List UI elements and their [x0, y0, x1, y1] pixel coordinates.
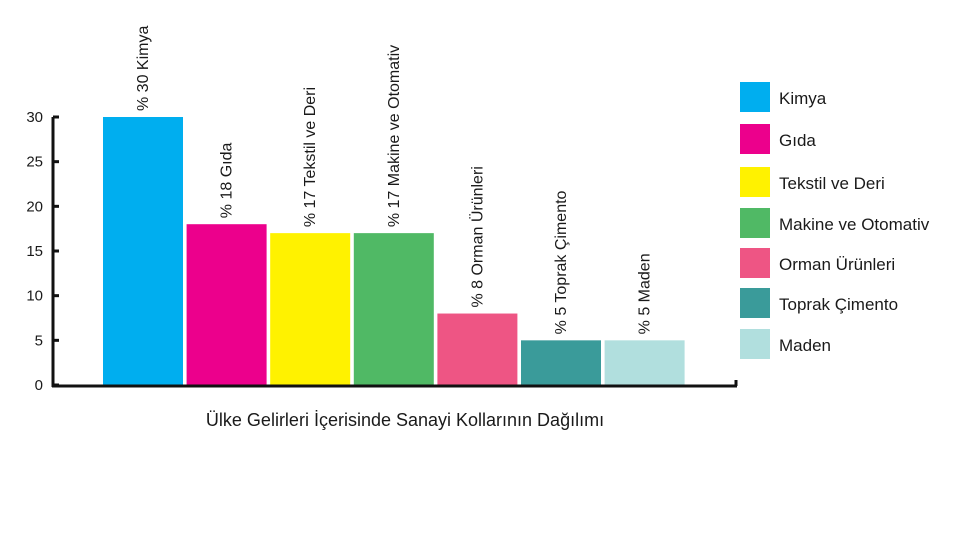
legend-label: Makine ve Otomativ — [779, 215, 930, 234]
legend-swatch — [740, 167, 770, 197]
legend: Kimya Gıda Tekstil ve Deri Makine ve Otomat… — [740, 82, 930, 359]
bar-label: % 8 Orman Ürünleri — [468, 166, 486, 307]
legend-label: Tekstil ve Deri — [779, 174, 885, 193]
y-tick-label: 25 — [26, 154, 43, 171]
bar — [270, 233, 351, 385]
bar — [186, 224, 267, 385]
y-tick-label: 30 — [26, 109, 43, 126]
legend-swatch — [740, 248, 770, 278]
bar — [437, 313, 518, 385]
legend-label: Gıda — [779, 131, 816, 150]
legend-swatch — [740, 124, 770, 154]
bar-label: % 18 Gıda — [219, 142, 236, 218]
y-tick-label: 0 — [35, 377, 43, 394]
bar — [604, 340, 685, 385]
legend-swatch — [740, 82, 770, 112]
bar-label: % 17 Tekstil ve Deri — [302, 87, 319, 227]
bar-label: % 17 Makine ve Otomativ — [386, 45, 403, 227]
bar-label: % 5 Maden — [637, 253, 654, 334]
bar — [521, 340, 601, 385]
bar-label: % 30 Kimya — [135, 26, 152, 111]
legend-label: Orman Ürünleri — [779, 255, 895, 274]
y-tick-label: 15 — [26, 243, 43, 260]
y-tick-label: 10 — [26, 288, 43, 305]
legend-label: Kimya — [779, 89, 827, 108]
y-tick-label: 20 — [26, 198, 43, 215]
bar — [103, 117, 183, 385]
y-ticks-group: 0 5 10 15 20 25 30 — [26, 109, 59, 394]
legend-label: Toprak Çimento — [779, 295, 898, 314]
bar — [353, 233, 434, 385]
legend-swatch — [740, 208, 770, 238]
chart-title: Ülke Gelirleri İçerisinde Sanayi Kolları… — [206, 410, 604, 430]
legend-swatch — [740, 288, 770, 318]
y-tick-label: 5 — [35, 332, 43, 349]
bars-group — [103, 117, 685, 385]
bar-labels-group: % 30 Kimya % 18 Gıda % 17 Tekstil ve Deri%… — [135, 26, 654, 335]
legend-swatch — [740, 329, 770, 359]
legend-label: Maden — [779, 336, 831, 355]
bar-label: % 5 Toprak Çimento — [553, 190, 570, 334]
